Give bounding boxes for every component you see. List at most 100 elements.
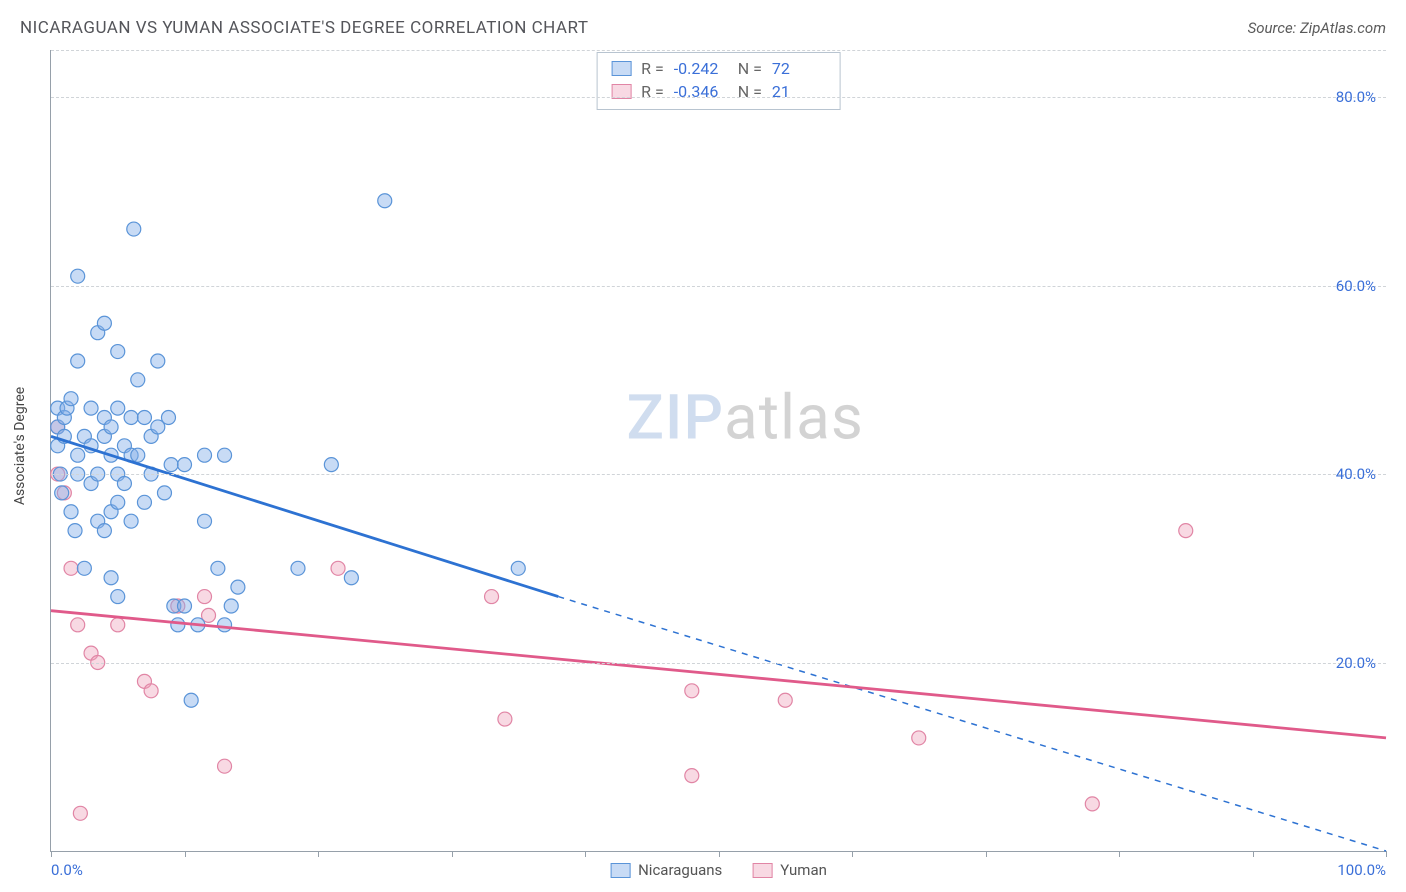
y-tick-label: 60.0% (1336, 277, 1376, 295)
data-point-nicaraguans (55, 486, 69, 500)
data-point-yuman (498, 712, 512, 726)
data-point-nicaraguans (291, 561, 305, 575)
n-label: N = (738, 82, 762, 101)
r-value-nicaraguans: -0.242 (674, 59, 728, 78)
data-point-nicaraguans (511, 561, 525, 575)
data-point-nicaraguans (111, 401, 125, 415)
x-tick (1119, 851, 1120, 857)
trend-line-yuman (51, 611, 1386, 738)
x-tick (452, 851, 453, 857)
data-point-nicaraguans (127, 222, 141, 236)
source-attribution: Source: ZipAtlas.com (1248, 19, 1386, 37)
data-point-nicaraguans (64, 392, 78, 406)
data-point-nicaraguans (137, 495, 151, 509)
data-point-nicaraguans (324, 458, 338, 472)
legend-swatch-nicaraguans (610, 863, 630, 878)
data-point-nicaraguans (131, 448, 145, 462)
data-point-nicaraguans (178, 599, 192, 613)
data-point-yuman (912, 731, 926, 745)
data-point-nicaraguans (211, 561, 225, 575)
data-point-yuman (485, 590, 499, 604)
data-point-nicaraguans (104, 420, 118, 434)
n-value-nicaraguans: 72 (772, 59, 826, 78)
grid-line (51, 50, 1386, 51)
y-tick-label: 80.0% (1336, 88, 1376, 106)
data-point-nicaraguans (137, 411, 151, 425)
data-point-nicaraguans (184, 693, 198, 707)
data-point-nicaraguans (68, 524, 82, 538)
data-point-nicaraguans (198, 514, 212, 528)
trend-line-dashed-nicaraguans (558, 597, 1386, 851)
data-point-nicaraguans (111, 590, 125, 604)
data-point-yuman (1179, 524, 1193, 538)
data-point-yuman (71, 618, 85, 632)
data-point-yuman (111, 618, 125, 632)
data-point-nicaraguans (124, 514, 138, 528)
data-point-nicaraguans (198, 448, 212, 462)
data-point-nicaraguans (164, 458, 178, 472)
y-tick-label: 20.0% (1336, 654, 1376, 672)
data-point-nicaraguans (111, 345, 125, 359)
data-point-nicaraguans (84, 401, 98, 415)
data-point-nicaraguans (171, 618, 185, 632)
data-point-nicaraguans (218, 618, 232, 632)
grid-line (51, 97, 1386, 98)
r-value-yuman: -0.346 (674, 82, 728, 101)
data-point-nicaraguans (178, 458, 192, 472)
data-point-nicaraguans (104, 571, 118, 585)
n-value-yuman: 21 (772, 82, 826, 101)
grid-line (51, 474, 1386, 475)
data-point-yuman (73, 806, 87, 820)
data-point-nicaraguans (97, 524, 111, 538)
data-point-yuman (64, 561, 78, 575)
data-point-yuman (1085, 797, 1099, 811)
data-point-yuman (685, 769, 699, 783)
x-tick-label: 0.0% (51, 861, 83, 879)
swatch-nicaraguans (611, 61, 631, 76)
grid-line (51, 663, 1386, 664)
stats-row-yuman: R = -0.346 N = 21 (611, 80, 826, 103)
data-point-nicaraguans (71, 269, 85, 283)
legend-item-yuman: Yuman (752, 861, 827, 879)
x-tick (185, 851, 186, 857)
x-tick-label: 100.0% (1337, 861, 1386, 879)
chart-title: NICARAGUAN VS YUMAN ASSOCIATE'S DEGREE C… (20, 18, 588, 38)
plot-region: ZIPatlas R = -0.242 N = 72 R = -0.346 N … (50, 50, 1386, 852)
data-point-nicaraguans (64, 505, 78, 519)
r-label: R = (641, 59, 664, 78)
x-tick (852, 851, 853, 857)
grid-line (51, 286, 1386, 287)
stats-row-nicaraguans: R = -0.242 N = 72 (611, 57, 826, 80)
data-point-nicaraguans (124, 411, 138, 425)
x-tick (585, 851, 586, 857)
plot-svg (51, 50, 1386, 851)
legend-label-nicaraguans: Nicaraguans (638, 861, 722, 879)
data-point-nicaraguans (117, 476, 131, 490)
data-point-nicaraguans (224, 599, 238, 613)
r-label: R = (641, 82, 664, 101)
legend-swatch-yuman (752, 863, 772, 878)
legend-item-nicaraguans: Nicaraguans (610, 861, 722, 879)
data-point-nicaraguans (131, 373, 145, 387)
data-point-yuman (218, 759, 232, 773)
data-point-nicaraguans (231, 580, 245, 594)
data-point-nicaraguans (157, 486, 171, 500)
x-tick (719, 851, 720, 857)
data-point-nicaraguans (97, 316, 111, 330)
x-tick (318, 851, 319, 857)
data-point-yuman (198, 590, 212, 604)
data-point-nicaraguans (77, 561, 91, 575)
n-label: N = (738, 59, 762, 78)
data-point-nicaraguans (151, 354, 165, 368)
data-point-yuman (331, 561, 345, 575)
data-point-nicaraguans (71, 354, 85, 368)
data-point-yuman (778, 693, 792, 707)
y-tick-label: 40.0% (1336, 465, 1376, 483)
x-tick (1386, 851, 1387, 857)
data-point-yuman (685, 684, 699, 698)
chart-area: ZIPatlas R = -0.242 N = 72 R = -0.346 N … (50, 50, 1386, 852)
bottom-legend: Nicaraguans Yuman (610, 861, 827, 879)
data-point-nicaraguans (344, 571, 358, 585)
data-point-nicaraguans (111, 495, 125, 509)
data-point-nicaraguans (378, 194, 392, 208)
